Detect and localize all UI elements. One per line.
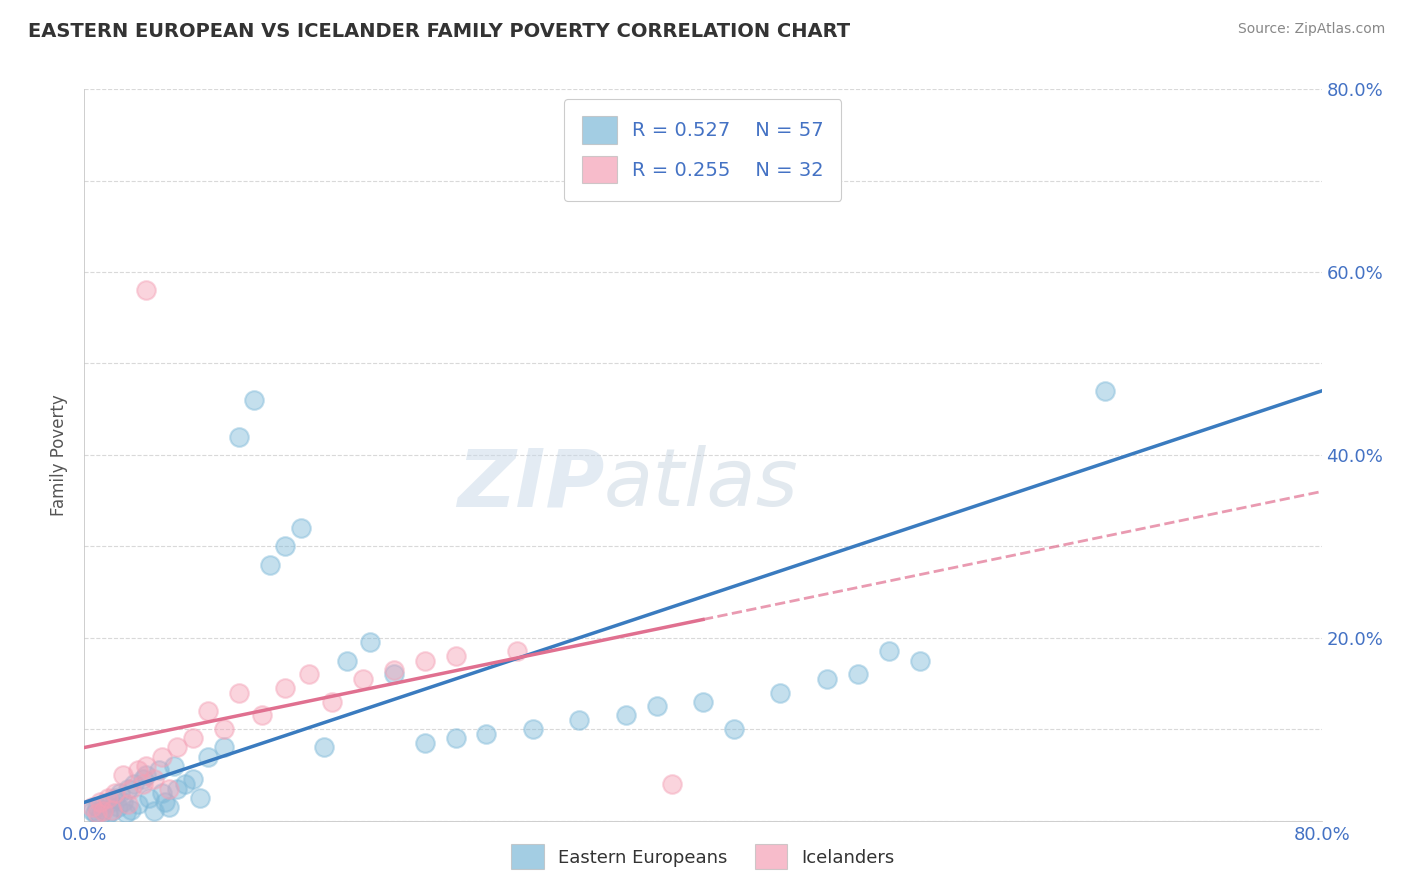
Point <box>135 284 157 298</box>
Point <box>91 805 114 819</box>
Point <box>228 430 250 444</box>
Point <box>82 805 104 819</box>
Point <box>112 768 135 782</box>
Point <box>352 672 374 686</box>
Point <box>100 796 122 810</box>
Point <box>197 704 219 718</box>
Point <box>312 740 335 755</box>
Point <box>135 758 157 772</box>
Point <box>143 805 166 819</box>
Point <box>815 672 838 686</box>
Point <box>159 800 180 814</box>
Text: Source: ZipAtlas.com: Source: ZipAtlas.com <box>1237 22 1385 37</box>
Point <box>877 644 900 658</box>
Point <box>150 786 173 800</box>
Point <box>101 803 124 817</box>
Legend: Eastern Europeans, Icelanders: Eastern Europeans, Icelanders <box>502 835 904 879</box>
Point <box>143 772 166 787</box>
Point <box>107 800 129 814</box>
Point <box>413 654 436 668</box>
Point <box>382 663 405 677</box>
Point <box>908 654 931 668</box>
Point <box>148 764 170 778</box>
Point <box>645 699 668 714</box>
Point <box>692 695 714 709</box>
Point <box>188 790 211 805</box>
Text: EASTERN EUROPEAN VS ICELANDER FAMILY POVERTY CORRELATION CHART: EASTERN EUROPEAN VS ICELANDER FAMILY POV… <box>28 22 851 41</box>
Point <box>89 796 111 810</box>
Point <box>197 749 219 764</box>
Point <box>723 723 745 737</box>
Point <box>212 740 235 755</box>
Point <box>159 781 180 796</box>
Point <box>115 806 138 821</box>
Point <box>163 758 186 772</box>
Point <box>1094 384 1116 398</box>
Point <box>89 809 111 823</box>
Point <box>127 797 149 812</box>
Point <box>243 392 266 407</box>
Point <box>661 777 683 791</box>
Point <box>444 731 467 746</box>
Point <box>127 764 149 778</box>
Point <box>84 806 107 821</box>
Point <box>104 786 127 800</box>
Point <box>101 805 124 819</box>
Point <box>181 772 204 787</box>
Point <box>117 797 139 812</box>
Point <box>475 727 498 741</box>
Point <box>86 800 108 814</box>
Point <box>228 686 250 700</box>
Point <box>166 781 188 796</box>
Point <box>382 667 405 681</box>
Point <box>166 740 188 755</box>
Point <box>138 790 160 805</box>
Point <box>522 723 544 737</box>
Point <box>274 681 297 695</box>
Point <box>122 777 145 791</box>
Point <box>297 667 319 681</box>
Point <box>96 790 118 805</box>
Point <box>274 539 297 553</box>
Point <box>336 654 359 668</box>
Point <box>86 806 108 821</box>
Point <box>321 695 343 709</box>
Point <box>132 777 155 791</box>
Point <box>108 786 131 800</box>
Point <box>120 781 142 796</box>
Point <box>96 807 118 822</box>
Point <box>112 796 135 810</box>
Point <box>104 790 127 805</box>
Point <box>117 781 139 796</box>
Point <box>82 800 104 814</box>
Point <box>135 768 157 782</box>
Text: ZIP: ZIP <box>457 445 605 524</box>
Point <box>153 796 176 810</box>
Point <box>174 777 197 791</box>
Point <box>91 803 114 817</box>
Point <box>614 708 637 723</box>
Point <box>360 635 382 649</box>
Point <box>846 667 869 681</box>
Point <box>212 723 235 737</box>
Point <box>290 521 312 535</box>
Point <box>506 644 529 658</box>
Point <box>93 797 115 812</box>
Y-axis label: Family Poverty: Family Poverty <box>51 394 69 516</box>
Point <box>568 713 591 727</box>
Point <box>132 772 155 787</box>
Point <box>250 708 273 723</box>
Point <box>769 686 792 700</box>
Point <box>120 803 142 817</box>
Point <box>413 736 436 750</box>
Point <box>181 731 204 746</box>
Legend: R = 0.527    N = 57, R = 0.255    N = 32: R = 0.527 N = 57, R = 0.255 N = 32 <box>564 99 841 201</box>
Text: atlas: atlas <box>605 445 799 524</box>
Point <box>259 558 281 572</box>
Point <box>150 749 173 764</box>
Point <box>444 649 467 664</box>
